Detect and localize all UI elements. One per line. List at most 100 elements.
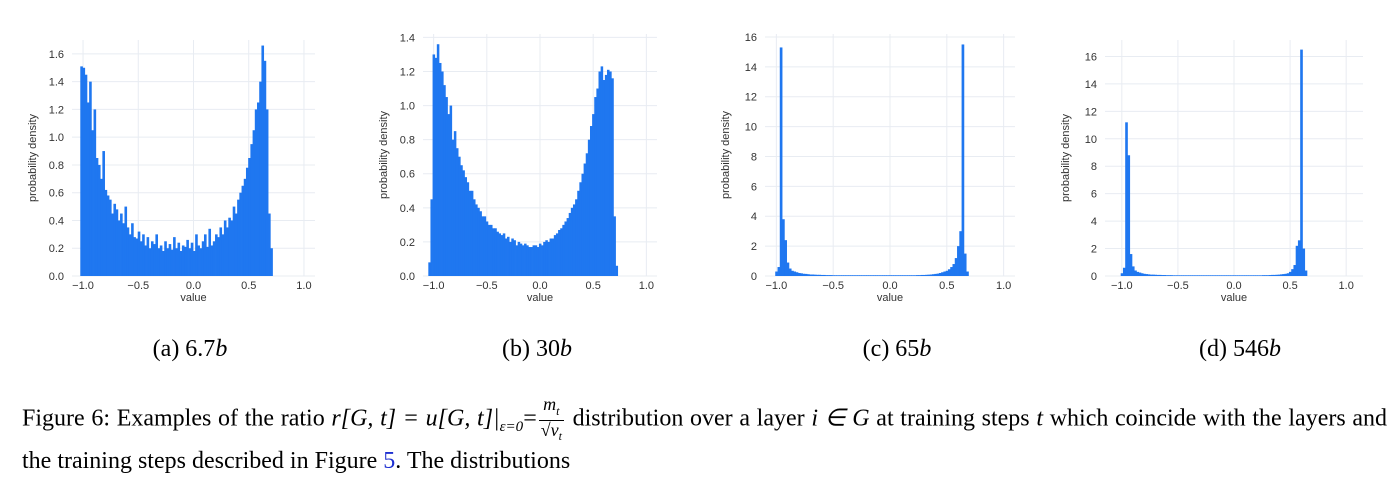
chart-c-bar <box>902 275 906 276</box>
chart-a-ytick-label: 1.4 <box>49 77 64 89</box>
chart-c-bar <box>945 270 949 276</box>
chart-c-bar <box>875 275 878 276</box>
chart-a-bar <box>237 199 240 276</box>
chart-b-bar <box>447 114 450 276</box>
chart-b-bar <box>615 265 619 276</box>
histogram-panel-b: 0.0 0.2 0.4 0.6 0.8 1.0 1.2 1.4 −1.0 −0.5 0.0 0.5 1.… <box>365 0 665 310</box>
chart-a-bar <box>270 248 273 276</box>
chart-b-bar <box>579 182 582 276</box>
chart-a-bar <box>265 109 269 276</box>
chart-c-bar <box>907 275 910 276</box>
chart-c-bar <box>843 275 847 276</box>
chart-c-bar <box>847 275 851 276</box>
chart-b-xtick-label: −0.5 <box>476 280 498 292</box>
chart-d-bar <box>1192 275 1196 276</box>
chart-d-ytick-label: 12 <box>1085 106 1097 118</box>
chart-a-bar <box>162 251 165 276</box>
histogram-panel-d: 0 2 4 6 8 10 12 14 16 −1.0 −0.5 0.0 0.5 1.0 value proba… <box>1053 0 1378 310</box>
chart-b-bar <box>526 245 529 276</box>
chart-a-bar <box>245 167 249 276</box>
chart-a-bar <box>139 241 143 276</box>
chart-b-bar <box>570 207 574 276</box>
chart-c-ylabel: probability density <box>720 110 732 199</box>
chart-c-bar <box>779 47 783 276</box>
chart-c-bar <box>788 268 792 276</box>
chart-a-bar <box>137 231 141 276</box>
chart-d-bar <box>1140 273 1144 276</box>
chart-a-bar <box>84 74 88 277</box>
chart-a-bar <box>199 248 203 276</box>
chart-c-bar <box>895 275 899 276</box>
chart-b-bar <box>494 228 497 276</box>
subcaption-a-label: (a) 6.7 <box>152 336 216 362</box>
chart-d-xtick-label: 0.0 <box>1226 280 1241 292</box>
chart-a-bar <box>261 45 265 276</box>
chart-c-bar <box>852 275 856 276</box>
caption-text-6: . The distributions <box>395 448 571 475</box>
chart-b-bar <box>453 131 457 276</box>
chart-a-bar <box>217 237 220 276</box>
chart-a-bar <box>259 81 262 276</box>
chart-d-bar <box>1235 275 1238 276</box>
chart-c-bar <box>834 275 837 276</box>
chart-d-bar <box>1163 275 1166 276</box>
chart-b-bar <box>498 233 502 276</box>
chart-d-bar <box>1232 275 1236 276</box>
subcaption-d-label: (d) 546 <box>1199 336 1269 362</box>
chart-b-bar <box>509 241 512 276</box>
chart-c-bar <box>870 275 874 276</box>
chart-b-bar <box>466 182 470 276</box>
chart-d-bar <box>1273 274 1276 276</box>
chart-c-bar <box>966 271 969 276</box>
chart-d-bar <box>1194 275 1198 276</box>
chart-c-bar <box>841 275 844 276</box>
chart-a-bar <box>124 206 128 276</box>
chart-c-bar <box>938 273 942 276</box>
chart-d-ytick-label: 10 <box>1085 134 1097 146</box>
chart-c-bar <box>827 275 831 276</box>
chart-b-bar <box>490 224 493 276</box>
chart-d-bar <box>1284 273 1288 276</box>
chart-d-bar <box>1205 275 1209 276</box>
chart-a-bar <box>82 67 86 276</box>
chart-d-bar <box>1147 274 1151 276</box>
chart-b-bar <box>477 207 480 276</box>
chart-c-bar <box>909 275 912 276</box>
subcaption-a-suffix: b <box>215 336 228 362</box>
chart-a-bar <box>188 248 192 276</box>
chart-d-bar <box>1145 274 1149 276</box>
subcaption-c: (c) 65b <box>822 336 972 363</box>
chart-b-bar <box>534 245 538 276</box>
chart-d-bar <box>1246 275 1249 276</box>
chart-b-bar <box>443 85 446 276</box>
chart-b-bar <box>475 204 478 276</box>
chart-a-bar <box>250 144 253 276</box>
chart-c-ytick-label: 4 <box>751 211 757 223</box>
chart-a-bar <box>168 244 172 276</box>
chart-b-bar <box>572 204 576 276</box>
chart-b-bar <box>507 236 510 276</box>
chart-d-ytick-label: 8 <box>1091 161 1097 173</box>
chart-d-bar <box>1295 245 1299 276</box>
chart-d-bar <box>1266 275 1270 276</box>
chart-a-bar <box>157 248 161 276</box>
chart-c-xlabel: value <box>877 292 903 304</box>
chart-a-bar <box>128 234 132 276</box>
chart-c-bar <box>957 246 960 276</box>
chart-a-bar <box>206 246 209 276</box>
chart-b-bar <box>558 229 561 276</box>
chart-b-bar <box>492 228 495 276</box>
histogram-chart-c: 0 2 4 6 8 10 12 14 16 −1.0 −0.5 0.0 0.5 1.0 value proba… <box>720 32 1015 304</box>
chart-c-bar <box>802 273 806 276</box>
chart-a-bar <box>150 241 154 276</box>
chart-b-xtick-label: 1.0 <box>639 280 654 292</box>
fraction-numerator-sub: t <box>556 403 560 418</box>
chart-c-ytick-label: 2 <box>751 241 757 253</box>
figure-5-link[interactable]: 5 <box>383 448 396 475</box>
chart-d-bar <box>1268 275 1272 276</box>
chart-d-bar <box>1230 275 1234 276</box>
chart-b-bar <box>464 177 468 276</box>
chart-b-bar <box>432 54 436 277</box>
chart-d-bar <box>1208 275 1211 276</box>
chart-a-bar <box>221 234 225 276</box>
